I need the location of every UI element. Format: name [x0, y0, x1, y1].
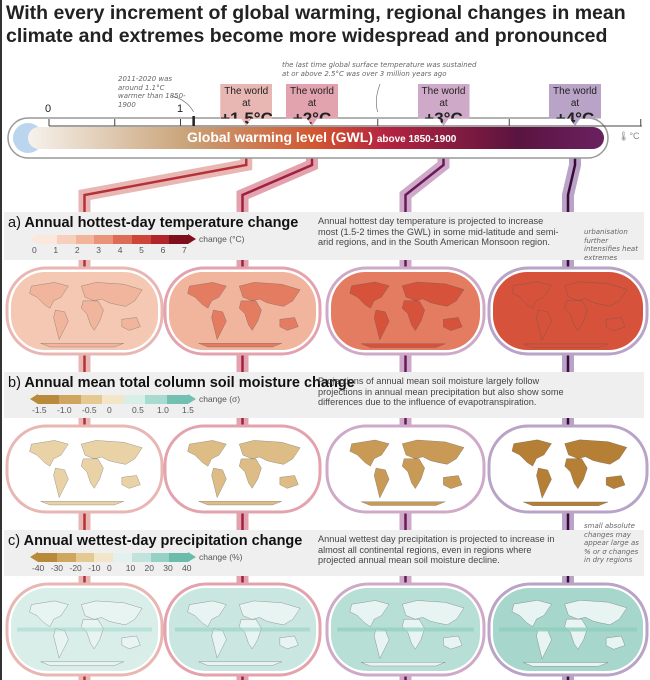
colorbar-swatch [56, 552, 76, 562]
section-title: a) Annual hottest-day temperature change [8, 215, 298, 231]
colorbar-tick: 2 [74, 245, 80, 255]
maps [5, 266, 649, 677]
colorbar-tick: 5 [139, 245, 144, 255]
section-title: b) Annual mean total column soil moistur… [8, 375, 355, 391]
gwl-label: Global warming level (GWL) [187, 129, 373, 145]
level-prefix: The world at [421, 86, 466, 109]
colorbar-swatch [150, 552, 170, 562]
colorbar-label: change (%) [199, 552, 243, 562]
colorbar-swatch [113, 552, 132, 562]
world-map [163, 266, 322, 356]
colorbar-label: change (°C) [199, 234, 245, 244]
unit-label: 🌡°C [618, 131, 640, 142]
world-map [163, 424, 322, 514]
level-prefix: The world at [290, 86, 334, 109]
unit-text: °C [629, 131, 640, 141]
section-title-text: Annual wettest-day precipitation change [23, 533, 303, 549]
note-current-warming: 2011-2020 was around 1.1°C warmer than 1… [118, 75, 186, 109]
world-map [325, 266, 486, 356]
colorbar-tick: 20 [144, 563, 154, 573]
side-note: small absolute changes may appear large … [584, 522, 639, 564]
colorbar-swatch [145, 394, 167, 404]
colorbar-swatch [75, 234, 95, 244]
world-map [325, 424, 486, 514]
colorbar-tick: 0 [107, 563, 112, 573]
page-title: With every increment of global warming, … [6, 2, 626, 47]
level-prefix: The world at [553, 86, 597, 109]
thermometer-icon: 🌡 [618, 131, 630, 141]
colorbar-tick: 40 [182, 563, 192, 573]
colorbar-tick: -1.5 [32, 405, 47, 415]
colorbar-swatch [150, 234, 170, 244]
section-description: Projections of annual mean soil moisture… [318, 376, 564, 407]
gwl-label-suffix: above 1850-1900 [376, 134, 457, 145]
note-past-warming: the last time global surface temperature… [282, 61, 477, 78]
world-map [5, 582, 164, 677]
colorbar-tick: 0 [107, 405, 112, 415]
colorbar-swatch [38, 394, 60, 404]
colorbar-tick: -1.0 [57, 405, 72, 415]
world-map [5, 266, 164, 356]
colorbar-swatch [123, 394, 146, 404]
colorbar-swatch [169, 234, 188, 244]
colorbar-swatch [80, 394, 103, 404]
colorbar-tick: -10 [88, 563, 101, 573]
colorbar-tick: 30 [163, 563, 173, 573]
arrow-icon [375, 83, 381, 113]
colorbar-tick: 1.0 [157, 405, 169, 415]
colorbar-tick: 0.5 [132, 405, 144, 415]
arrow-icon [171, 95, 194, 113]
colorbar-swatch [94, 234, 113, 244]
world-map [487, 582, 649, 677]
colorbar-swatch [166, 394, 188, 404]
colorbar-swatch [38, 552, 57, 562]
colorbar-tick: -0.5 [82, 405, 97, 415]
colorbar-swatch [75, 552, 95, 562]
colorbar-swatch [59, 394, 81, 404]
colorbar-tick: 6 [160, 245, 166, 255]
section-description: Annual hottest day temperature is projec… [318, 216, 559, 247]
world-map [487, 266, 649, 356]
colorbar-swatch [38, 234, 57, 244]
colorbar-tick: 10 [125, 563, 136, 573]
level-prefix: The world at [224, 86, 269, 109]
colorbar-tick: 1 [53, 245, 59, 255]
section-letter: c) [8, 533, 21, 549]
section-title-text: Annual hottest-day temperature change [24, 215, 299, 231]
colorbar-swatch [131, 234, 151, 244]
world-map [487, 424, 649, 514]
colorbar-swatch [131, 552, 151, 562]
colorbar-swatch [102, 394, 124, 404]
colorbar-swatch [169, 552, 188, 562]
colorbar-tick: -40 [32, 563, 45, 573]
colorbar-tick: -20 [69, 563, 82, 573]
colorbar-swatch [94, 552, 113, 562]
colorbar-tick: -30 [50, 563, 64, 573]
colorbar-swatch [113, 234, 132, 244]
side-note: urbanisation further intensifies heat ex… [584, 228, 638, 262]
colorbar-tick: 0 [32, 245, 37, 255]
colorbar: change (°C) 0 1 2 3 4 5 6 7 [30, 234, 244, 255]
gwl-tick-0: 0 [45, 103, 52, 115]
world-map [325, 582, 486, 677]
world-map [163, 582, 322, 677]
section-description: Annual wettest day precipitation is proj… [318, 534, 555, 565]
colorbar: change (%) -40 -30 -20 -10 0 10 20 30 40 [30, 552, 242, 573]
gwl-bar-label: Global warming level (GWL) above 1850-19… [187, 129, 456, 145]
section-title-text: Annual mean total column soil moisture c… [24, 375, 355, 391]
colorbar: change (σ) -1.5 -1.0 -0.5 0 0.5 1.0 1.5 [30, 394, 240, 415]
section-letter: a) [8, 215, 21, 231]
world-map [5, 424, 164, 514]
colorbar-tick: 1.5 [182, 405, 194, 415]
section-title: c) Annual wettest-day precipitation chan… [8, 533, 302, 549]
colorbar-tick: 3 [96, 245, 102, 255]
colorbar-label: change (σ) [198, 394, 241, 404]
colorbar-tick: 7 [182, 245, 187, 255]
gwl-tick-1: 1 [177, 103, 184, 115]
colorbar-tick: 4 [117, 245, 123, 255]
colorbar-swatch [56, 234, 76, 244]
section-letter: b) [8, 375, 21, 391]
